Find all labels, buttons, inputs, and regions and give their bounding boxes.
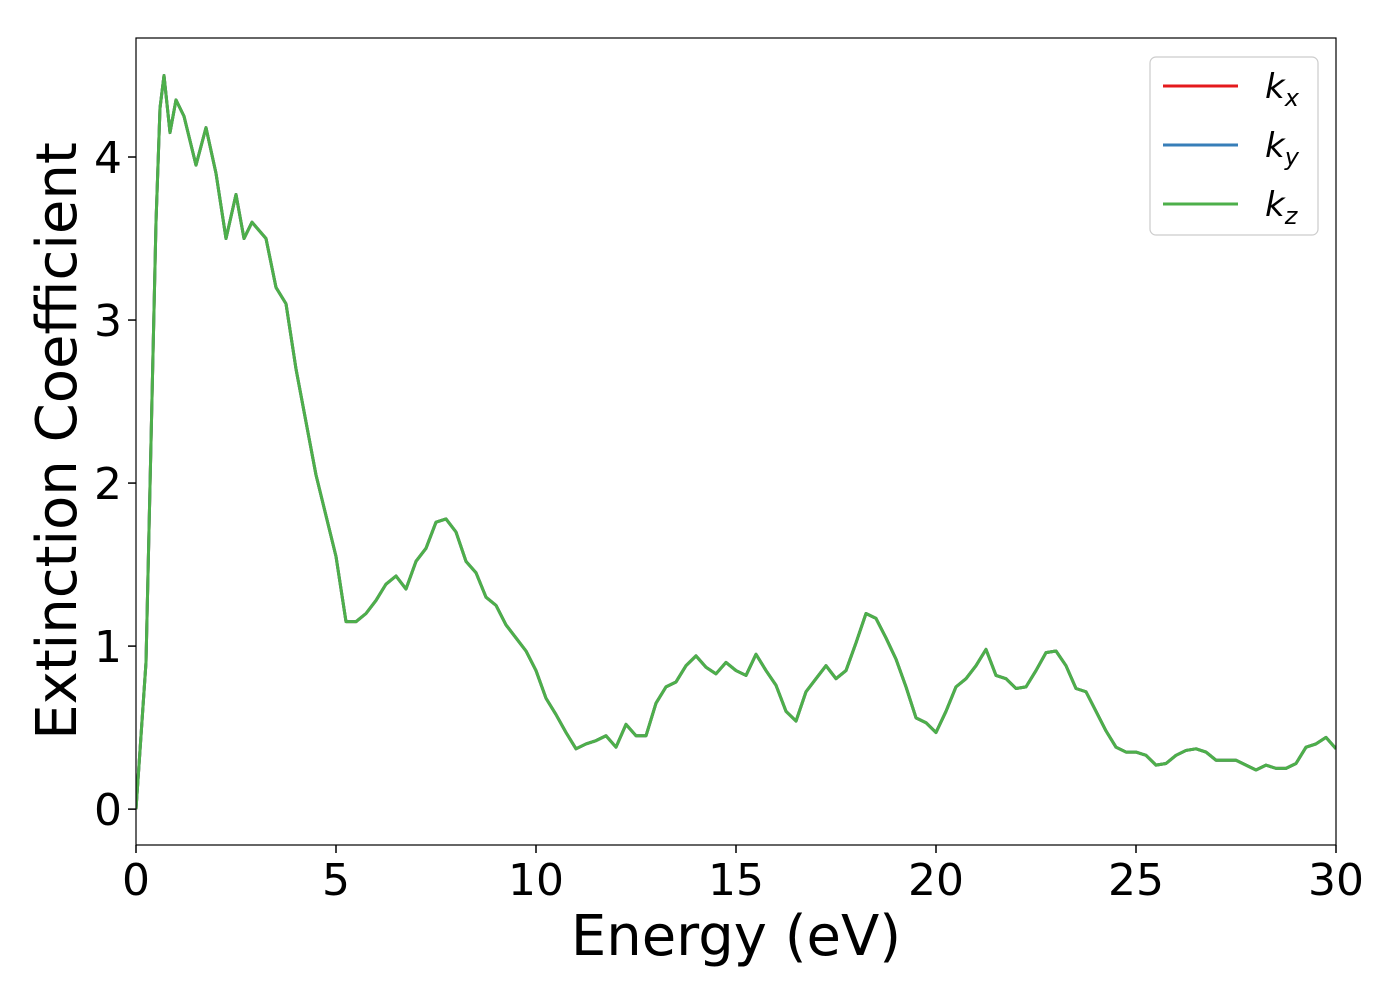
legend-label: ky [1265,126,1300,171]
x-tick-label: 20 [908,855,964,906]
legend-label: kz [1265,185,1299,230]
plot-frame [135,37,1337,846]
x-tick-label: 25 [1108,855,1164,906]
x-tick-label: 15 [708,855,764,906]
y-tick-label: 4 [94,133,122,184]
y-tick-label: 3 [94,296,122,347]
x-tick-label: 0 [122,855,150,906]
y-axis-label: Extinction Coefficient [25,142,90,740]
x-tick-label: 10 [508,855,564,906]
y-tick-label: 0 [94,785,122,836]
y-tick-label: 2 [94,459,122,510]
legend-label: kx [1265,67,1300,112]
x-axis-label: Energy (eV) [571,904,901,969]
x-tick-label: 30 [1308,855,1364,906]
y-tick-label: 1 [94,622,122,673]
data-line [136,74,1336,810]
x-tick-label: 5 [322,855,350,906]
